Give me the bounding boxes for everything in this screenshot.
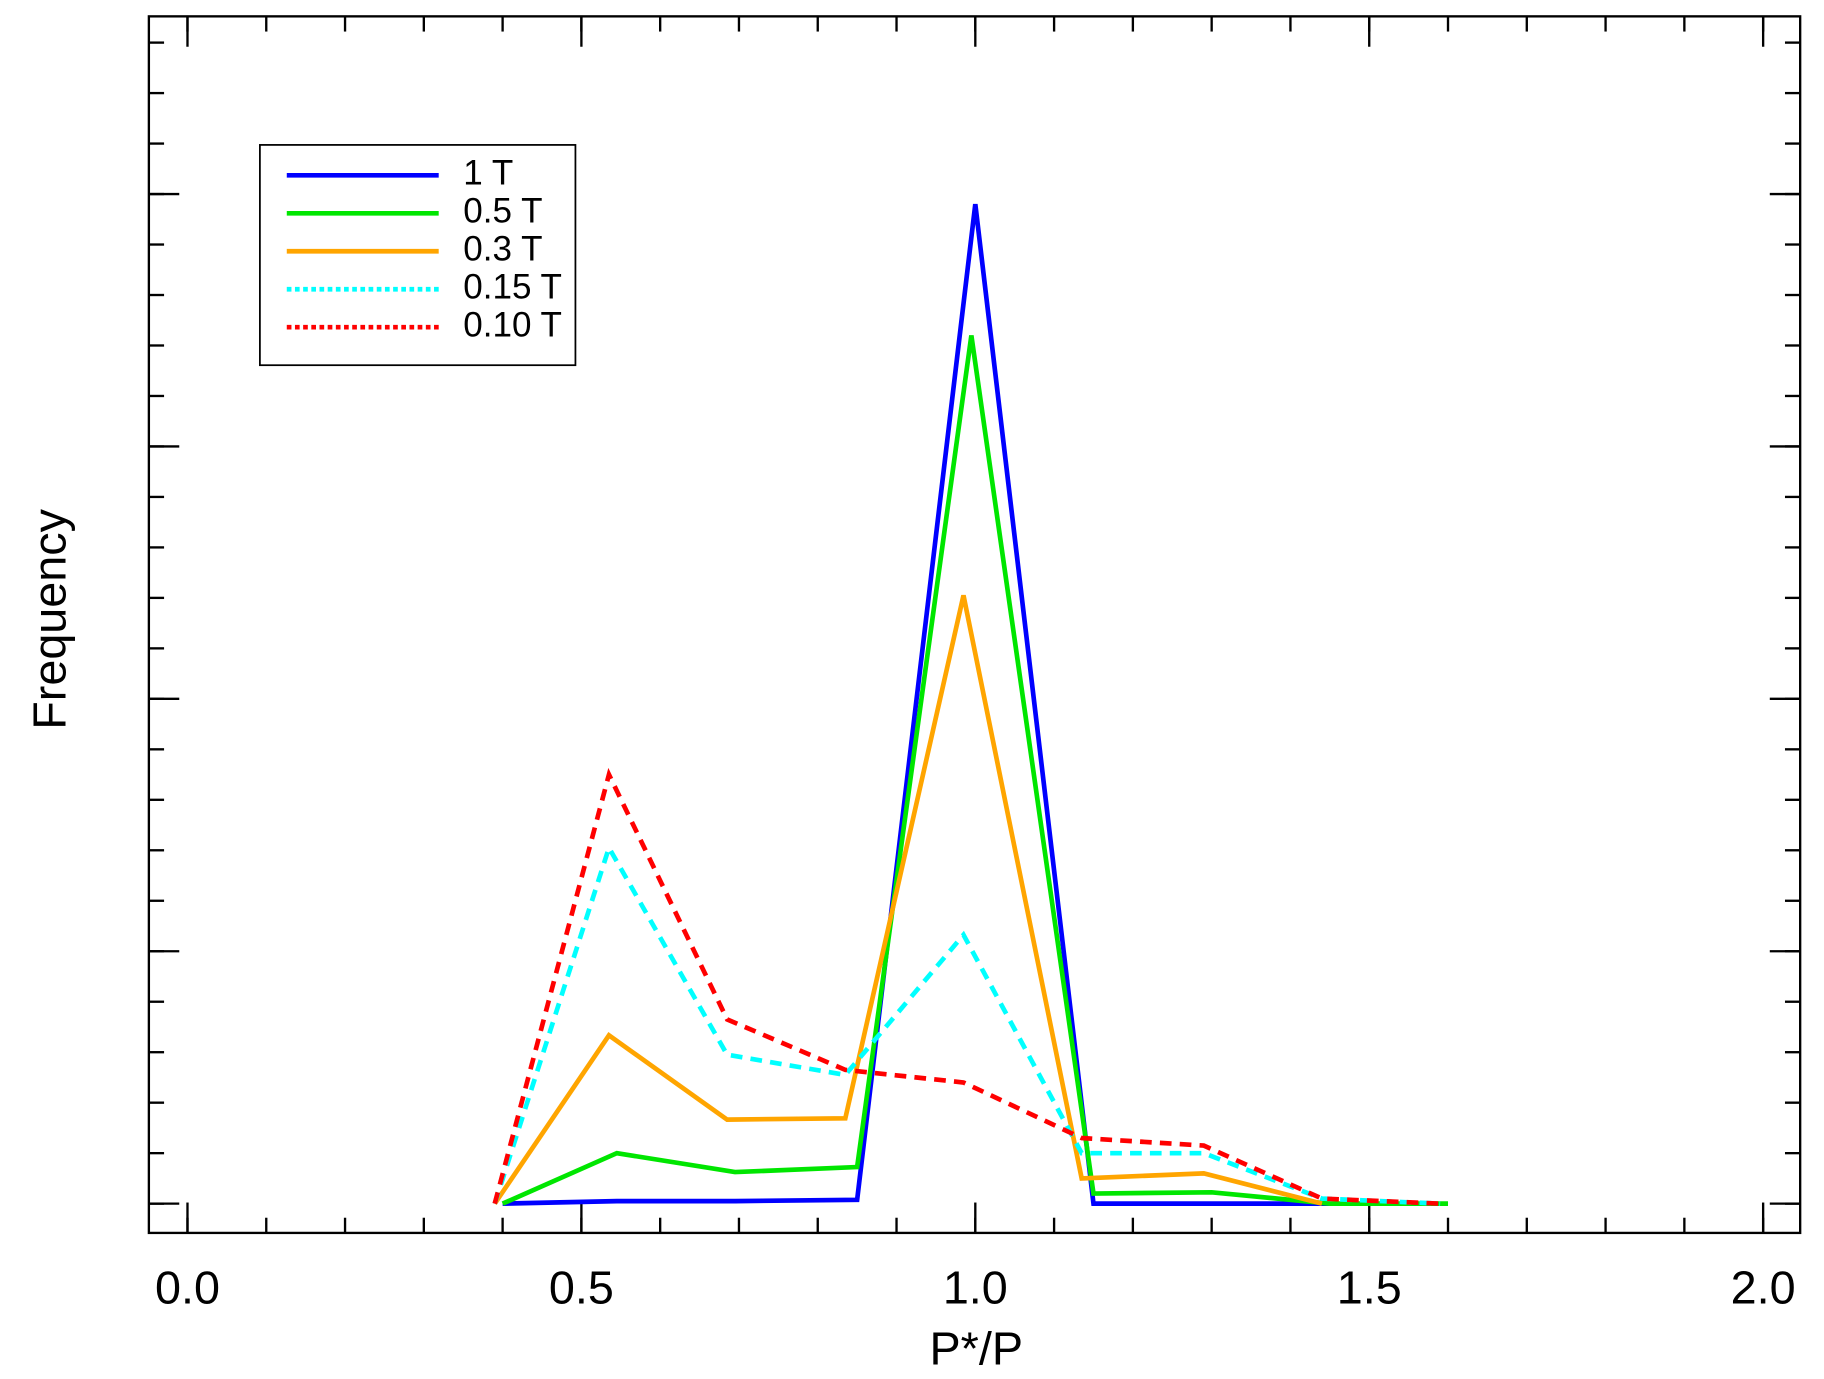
y-axis-label: Frequency	[23, 508, 75, 729]
x-tick-label: 0.0	[155, 1262, 220, 1314]
legend-label: 0.3 T	[463, 230, 542, 269]
series-line	[492, 767, 1441, 1206]
series-line	[492, 841, 1441, 1206]
legend-label: 1 T	[463, 154, 513, 193]
legend-label: 0.5 T	[463, 192, 542, 231]
series-line	[502, 203, 1330, 1206]
x-tick-label: 1.0	[943, 1262, 1008, 1314]
legend-label: 0.15 T	[463, 268, 562, 307]
x-axis-label: P*/P	[930, 1322, 1024, 1374]
series-line	[492, 594, 1323, 1206]
x-tick-label: 2.0	[1731, 1262, 1796, 1314]
plot-frame	[147, 15, 1802, 1235]
x-tick-label: 0.5	[549, 1262, 614, 1314]
legend-label: 0.10 T	[463, 305, 562, 344]
series-line	[501, 335, 1449, 1206]
x-tick-label: 1.5	[1337, 1262, 1402, 1314]
